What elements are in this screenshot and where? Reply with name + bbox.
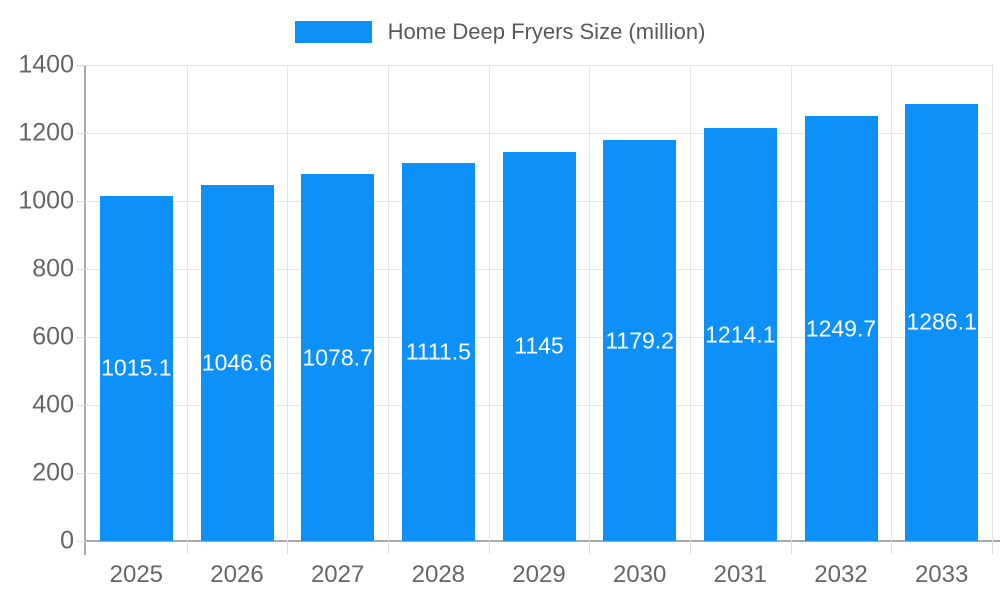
- x-tick-label: 2028: [411, 561, 466, 588]
- x-axis-labels: 2025 2026 2027 2028 2029 2030 2031 2032 2033: [86, 563, 992, 593]
- x-tick-label: 2033: [914, 561, 969, 588]
- x-tick-mark: [589, 541, 591, 554]
- x-tick-mark: [891, 541, 893, 554]
- legend-swatch-icon: [294, 21, 372, 43]
- x-tick-mark: [488, 541, 490, 554]
- gridline-vertical: [287, 65, 289, 541]
- bar-2032[interactable]: [804, 116, 878, 541]
- y-tick-label: 800: [32, 254, 74, 283]
- x-tick-label: 2027: [310, 561, 365, 588]
- x-tick-mark: [790, 541, 792, 554]
- y-tick-label: 0: [60, 526, 74, 555]
- y-tick-mark: [77, 473, 86, 474]
- bar-value-label: 1214.1: [705, 321, 776, 348]
- x-tick-mark: [287, 541, 289, 554]
- legend[interactable]: Home Deep Fryers Size (million): [0, 18, 1000, 46]
- y-tick-label: 400: [32, 390, 74, 419]
- bar-2033[interactable]: [905, 103, 979, 541]
- gridline-vertical: [690, 65, 691, 541]
- y-tick-mark: [77, 541, 86, 542]
- y-axis-labels: 0 200 400 600 800 1000 1200 1400: [0, 52, 74, 553]
- bar-2031[interactable]: [703, 128, 777, 541]
- y-tick-label: 200: [32, 458, 74, 487]
- y-tick-mark: [77, 405, 86, 406]
- x-tick-mark: [186, 541, 188, 554]
- x-tick-mark: [992, 541, 993, 554]
- bar-2030[interactable]: [603, 140, 677, 541]
- y-tick-mark: [77, 133, 86, 134]
- bar-2026[interactable]: [200, 185, 274, 541]
- y-tick-label: 1400: [18, 50, 74, 79]
- y-axis-line: [84, 65, 86, 555]
- gridline-vertical: [589, 65, 591, 541]
- y-tick-mark: [77, 337, 86, 338]
- bar-value-label: 1046.6: [201, 349, 273, 376]
- bar-value-label: 1015.1: [101, 354, 172, 381]
- bar-2025[interactable]: [99, 195, 173, 541]
- bar-value-label: 1078.7: [302, 344, 373, 371]
- gridline-horizontal: [86, 133, 992, 134]
- x-tick-label: 2029: [512, 561, 566, 588]
- plot-area: 1015.1 1046.6 1078.7 1111.5 1145 1179.2 1214.1…: [77, 65, 993, 554]
- x-tick-mark: [690, 541, 691, 554]
- x-tick-label: 2026: [210, 561, 264, 588]
- gridline-vertical: [790, 65, 792, 541]
- gridline-vertical: [488, 65, 490, 541]
- x-tick-label: 2031: [713, 561, 768, 588]
- x-tick-label: 2030: [612, 561, 667, 588]
- gridline-vertical: [891, 65, 893, 541]
- bar-2028[interactable]: [401, 163, 475, 541]
- bar-value-label: 1286.1: [906, 308, 977, 335]
- y-tick-mark: [77, 65, 86, 66]
- y-tick-label: 600: [32, 322, 74, 351]
- bar-2029[interactable]: [502, 151, 576, 541]
- bar-value-label: 1179.2: [605, 327, 674, 354]
- x-tick-mark: [388, 541, 389, 554]
- x-tick-label: 2025: [109, 561, 164, 588]
- bar-value-label: 1249.7: [805, 315, 877, 342]
- y-tick-label: 1000: [18, 186, 74, 215]
- legend-label: Home Deep Fryers Size (million): [387, 19, 706, 44]
- x-tick-label: 2032: [814, 561, 868, 588]
- y-tick-mark: [77, 201, 86, 202]
- gridline-horizontal: [86, 65, 992, 66]
- gridline-vertical: [992, 65, 993, 541]
- bar-2027[interactable]: [301, 174, 375, 541]
- bar-value-label: 1111.5: [405, 338, 471, 365]
- gridline-vertical: [388, 65, 389, 541]
- gridline-vertical: [186, 65, 188, 541]
- y-tick-label: 1200: [18, 118, 74, 147]
- bar-value-label: 1145: [514, 332, 564, 359]
- y-tick-mark: [77, 269, 86, 270]
